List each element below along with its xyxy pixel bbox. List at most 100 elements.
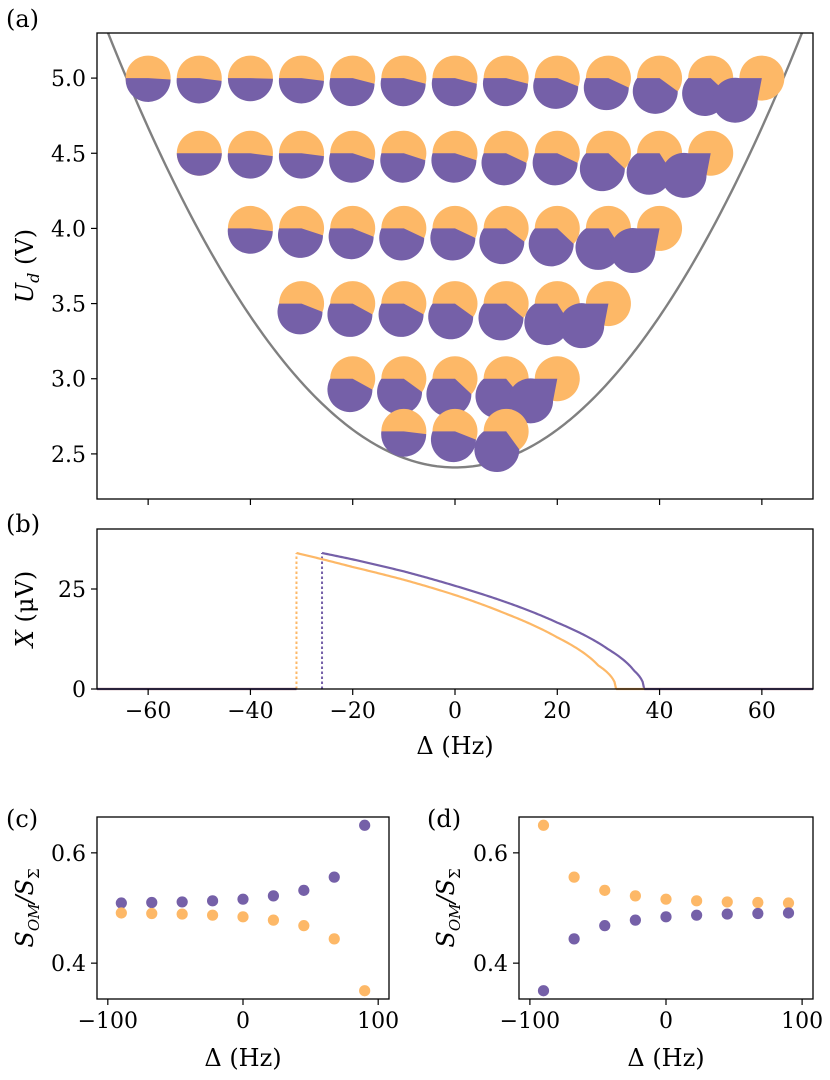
pie-marker (579, 130, 631, 192)
pie-purple-slice (328, 228, 374, 260)
pie-purple-slice (528, 228, 574, 267)
pie-purple-slice (559, 303, 609, 349)
data-point-purple (721, 908, 733, 920)
pie-marker (583, 55, 631, 111)
data-point-purple (782, 907, 795, 919)
pie-purple-slice (479, 228, 525, 265)
pie-purple-slice (381, 431, 427, 457)
panel-b-frame (96, 528, 814, 690)
panel-label: (a) (6, 5, 39, 33)
pie-purple-slice (482, 78, 528, 107)
data-point-purple (599, 920, 611, 932)
data-point-orange (115, 907, 127, 919)
data-point-purple (115, 897, 127, 909)
x-tick-label: 40 (646, 699, 674, 724)
y-label-denominator-subscript: Σ (446, 868, 464, 879)
pie-purple-slice (278, 153, 324, 179)
pie-purple-slice (431, 153, 477, 183)
x-tick-label: 0 (659, 1009, 673, 1034)
pie-purple-slice (474, 431, 520, 473)
y-label-symbol: S (432, 931, 460, 947)
pie-marker (430, 408, 478, 463)
pie-marker (533, 55, 580, 109)
y-tick-label: 4.5 (51, 142, 86, 167)
pie-purple-slice (610, 228, 660, 274)
pie-purple-slice (176, 78, 222, 104)
data-point-orange (629, 890, 641, 902)
data-point-purple (629, 914, 641, 926)
pie-purple-slice (426, 378, 472, 417)
panel-c-frame (96, 816, 390, 1000)
data-point-orange (237, 911, 249, 923)
y-axis-label: SOM/SΣ (432, 868, 464, 947)
pie-marker (610, 205, 683, 274)
data-point-purple (206, 895, 219, 907)
pie-purple-slice (632, 78, 678, 114)
panel-d-frame (518, 816, 814, 1000)
x-tick-label: 20 (543, 699, 571, 724)
pie-marker (431, 130, 478, 183)
pie-purple-slice (575, 228, 621, 270)
data-point-orange (691, 895, 703, 907)
pie-marker (277, 205, 325, 258)
y-axis-label: Ud (V) (11, 229, 43, 303)
y-label-unit: (V) (11, 229, 39, 273)
pie-marker (327, 281, 376, 337)
y-label-denominator-subscript: Σ (25, 868, 43, 879)
pie-purple-slice (227, 228, 273, 254)
pie-marker (381, 408, 427, 457)
pie-marker (379, 205, 427, 261)
pie-marker (329, 55, 376, 107)
pie-purple-slice (378, 303, 424, 337)
y-label-subscript: d (24, 273, 43, 283)
pie-marker (328, 205, 376, 260)
data-point-orange (782, 897, 795, 909)
y-label-symbol: S (11, 931, 39, 947)
x-tick-label: −20 (329, 699, 375, 724)
pie-purple-slice (661, 152, 711, 198)
y-tick-label: 0.6 (51, 842, 86, 867)
pie-purple-slice (176, 153, 222, 176)
y-label-denominator: S (432, 879, 460, 895)
pie-purple-slice (380, 78, 426, 107)
y-tick-label: 0 (72, 678, 86, 703)
y-axis-label: SOM/SΣ (11, 868, 43, 947)
y-tick-label: 0.6 (473, 842, 508, 867)
pie-marker (227, 130, 273, 179)
pie-purple-slice (329, 78, 375, 107)
data-point-orange (298, 920, 310, 932)
y-label-symbol: U (11, 282, 39, 303)
pie-purple-slice (430, 431, 476, 463)
y-axis-label: X (μV) (11, 571, 39, 649)
pie-marker (479, 205, 529, 265)
pie-marker (227, 55, 273, 102)
y-tick-label: 0.4 (473, 952, 508, 977)
pie-marker (378, 281, 427, 337)
y-tick-label: 25 (58, 578, 86, 603)
y-label-slash: / (432, 893, 460, 906)
x-tick-label: −100 (78, 1009, 138, 1034)
data-point-orange (267, 914, 280, 926)
data-point-orange (359, 985, 371, 997)
pie-purple-slice (431, 78, 477, 107)
data-point-orange (537, 819, 550, 831)
x-tick-label: −40 (227, 699, 273, 724)
panel-label: (b) (6, 510, 40, 538)
pie-marker (327, 356, 376, 413)
x-tick-label: 0 (448, 699, 462, 724)
pie-purple-slice (508, 378, 558, 424)
y-label-subscript: OM (25, 903, 43, 931)
x-tick-label: 60 (748, 699, 776, 724)
pie-marker (278, 130, 325, 179)
pie-marker (278, 55, 325, 104)
pie-purple-slice (379, 228, 425, 261)
pie-purple-slice (712, 77, 762, 123)
pie-purple-slice (377, 378, 423, 415)
y-label-denominator: S (11, 879, 39, 895)
data-point-purple (359, 819, 371, 831)
y-label-subscript: OM (446, 903, 464, 931)
pie-purple-slice (277, 303, 323, 335)
pie-marker (482, 55, 529, 107)
pie-marker (661, 130, 734, 198)
